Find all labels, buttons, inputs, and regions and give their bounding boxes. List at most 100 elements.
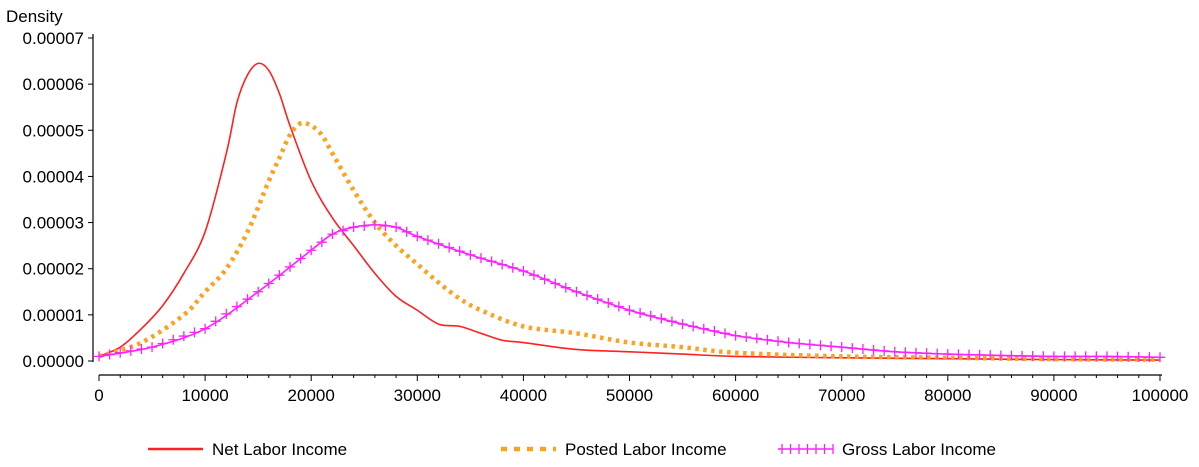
x-tick-label: 10000 xyxy=(181,386,228,405)
series-point xyxy=(836,342,847,353)
series-point xyxy=(306,245,317,256)
series-point xyxy=(433,238,444,249)
series-point xyxy=(1112,351,1123,362)
series-point xyxy=(115,347,126,358)
series-layer xyxy=(94,62,1165,363)
legend-label: Posted Labor Income xyxy=(565,440,727,459)
series-point xyxy=(284,261,295,272)
series-point xyxy=(507,262,518,273)
series-point xyxy=(815,340,826,351)
series-point xyxy=(942,349,953,360)
series-point xyxy=(178,331,189,342)
series-point xyxy=(751,333,762,344)
series-point xyxy=(539,274,550,285)
x-tick-label: 40000 xyxy=(500,386,547,405)
series-point xyxy=(327,229,338,240)
legend-item-net-labor-income: Net Labor Income xyxy=(148,440,347,459)
x-tick-label: 30000 xyxy=(394,386,441,405)
series-point xyxy=(380,221,391,232)
x-tick-label: 50000 xyxy=(606,386,653,405)
legend-label: Net Labor Income xyxy=(212,440,347,459)
series-point xyxy=(221,308,232,319)
series-point xyxy=(826,341,837,352)
legend-item-posted-labor-income: Posted Labor Income xyxy=(501,440,727,459)
series-point xyxy=(529,270,540,281)
series-point xyxy=(497,259,508,270)
series-point xyxy=(168,334,179,345)
x-tick-label: 20000 xyxy=(288,386,335,405)
series-point xyxy=(688,321,699,332)
series-point xyxy=(1123,351,1134,362)
series-point xyxy=(189,327,200,338)
series-point xyxy=(762,334,773,345)
y-axis-title: Density xyxy=(6,7,63,26)
series-point xyxy=(359,221,370,232)
series-point xyxy=(857,344,868,355)
series-point xyxy=(263,278,274,289)
series-point xyxy=(518,266,529,277)
series-line-posted-labor-income xyxy=(98,120,1161,362)
series-point xyxy=(783,337,794,348)
x-tick-label: 60000 xyxy=(712,386,759,405)
series-point xyxy=(454,246,465,257)
series-point xyxy=(900,347,911,358)
series-point xyxy=(921,348,932,359)
series-point xyxy=(560,282,571,293)
y-tick-label: 0.00006 xyxy=(23,75,84,94)
series-point xyxy=(624,305,635,316)
series-point xyxy=(698,323,709,334)
series-point xyxy=(422,235,433,246)
series-point xyxy=(1091,351,1102,362)
x-tick-label: 80000 xyxy=(924,386,971,405)
series-point xyxy=(1048,351,1059,362)
series-point xyxy=(953,349,964,360)
y-tick-label: 0.00000 xyxy=(23,352,84,371)
y-tick-label: 0.00004 xyxy=(23,167,84,186)
series-point xyxy=(889,346,900,357)
series-point xyxy=(804,339,815,350)
series-point xyxy=(932,348,943,359)
series-point xyxy=(985,350,996,361)
series-point xyxy=(1144,352,1155,363)
series-point xyxy=(677,319,688,330)
series-point xyxy=(338,225,349,236)
series-point xyxy=(412,231,423,242)
series-point xyxy=(125,345,136,356)
series-point xyxy=(94,351,104,362)
series-point xyxy=(592,294,603,305)
series-point xyxy=(995,350,1006,361)
series-point xyxy=(210,316,221,327)
series-point xyxy=(1017,350,1028,361)
series-point xyxy=(635,308,646,319)
series-point xyxy=(656,313,667,324)
series-point xyxy=(1133,351,1144,362)
series-point xyxy=(847,343,858,354)
x-tick-label: 90000 xyxy=(1030,386,1077,405)
series-point xyxy=(401,226,412,237)
series-point xyxy=(1059,351,1070,362)
series-point xyxy=(794,338,805,349)
series-point xyxy=(1006,350,1017,361)
x-tick-label: 70000 xyxy=(818,386,865,405)
series-point xyxy=(613,301,624,312)
series-point xyxy=(1038,351,1049,362)
series-line-net-labor-income xyxy=(98,62,1161,361)
series-point xyxy=(645,310,656,321)
series-point xyxy=(136,344,147,355)
series-point xyxy=(147,342,158,353)
series-point xyxy=(879,345,890,356)
series-point xyxy=(666,316,677,327)
series-point xyxy=(773,336,784,347)
y-tick-label: 0.00007 xyxy=(23,29,84,48)
series-point xyxy=(1070,351,1081,362)
series-point xyxy=(868,344,879,355)
series-point xyxy=(741,332,752,343)
legend-item-gross-labor-income: Gross Labor Income xyxy=(778,440,996,459)
series-point xyxy=(1101,351,1112,362)
series-point xyxy=(157,338,168,349)
series-point xyxy=(444,242,455,253)
series-point xyxy=(486,256,497,267)
series-point xyxy=(910,347,921,358)
series-point xyxy=(295,253,306,264)
